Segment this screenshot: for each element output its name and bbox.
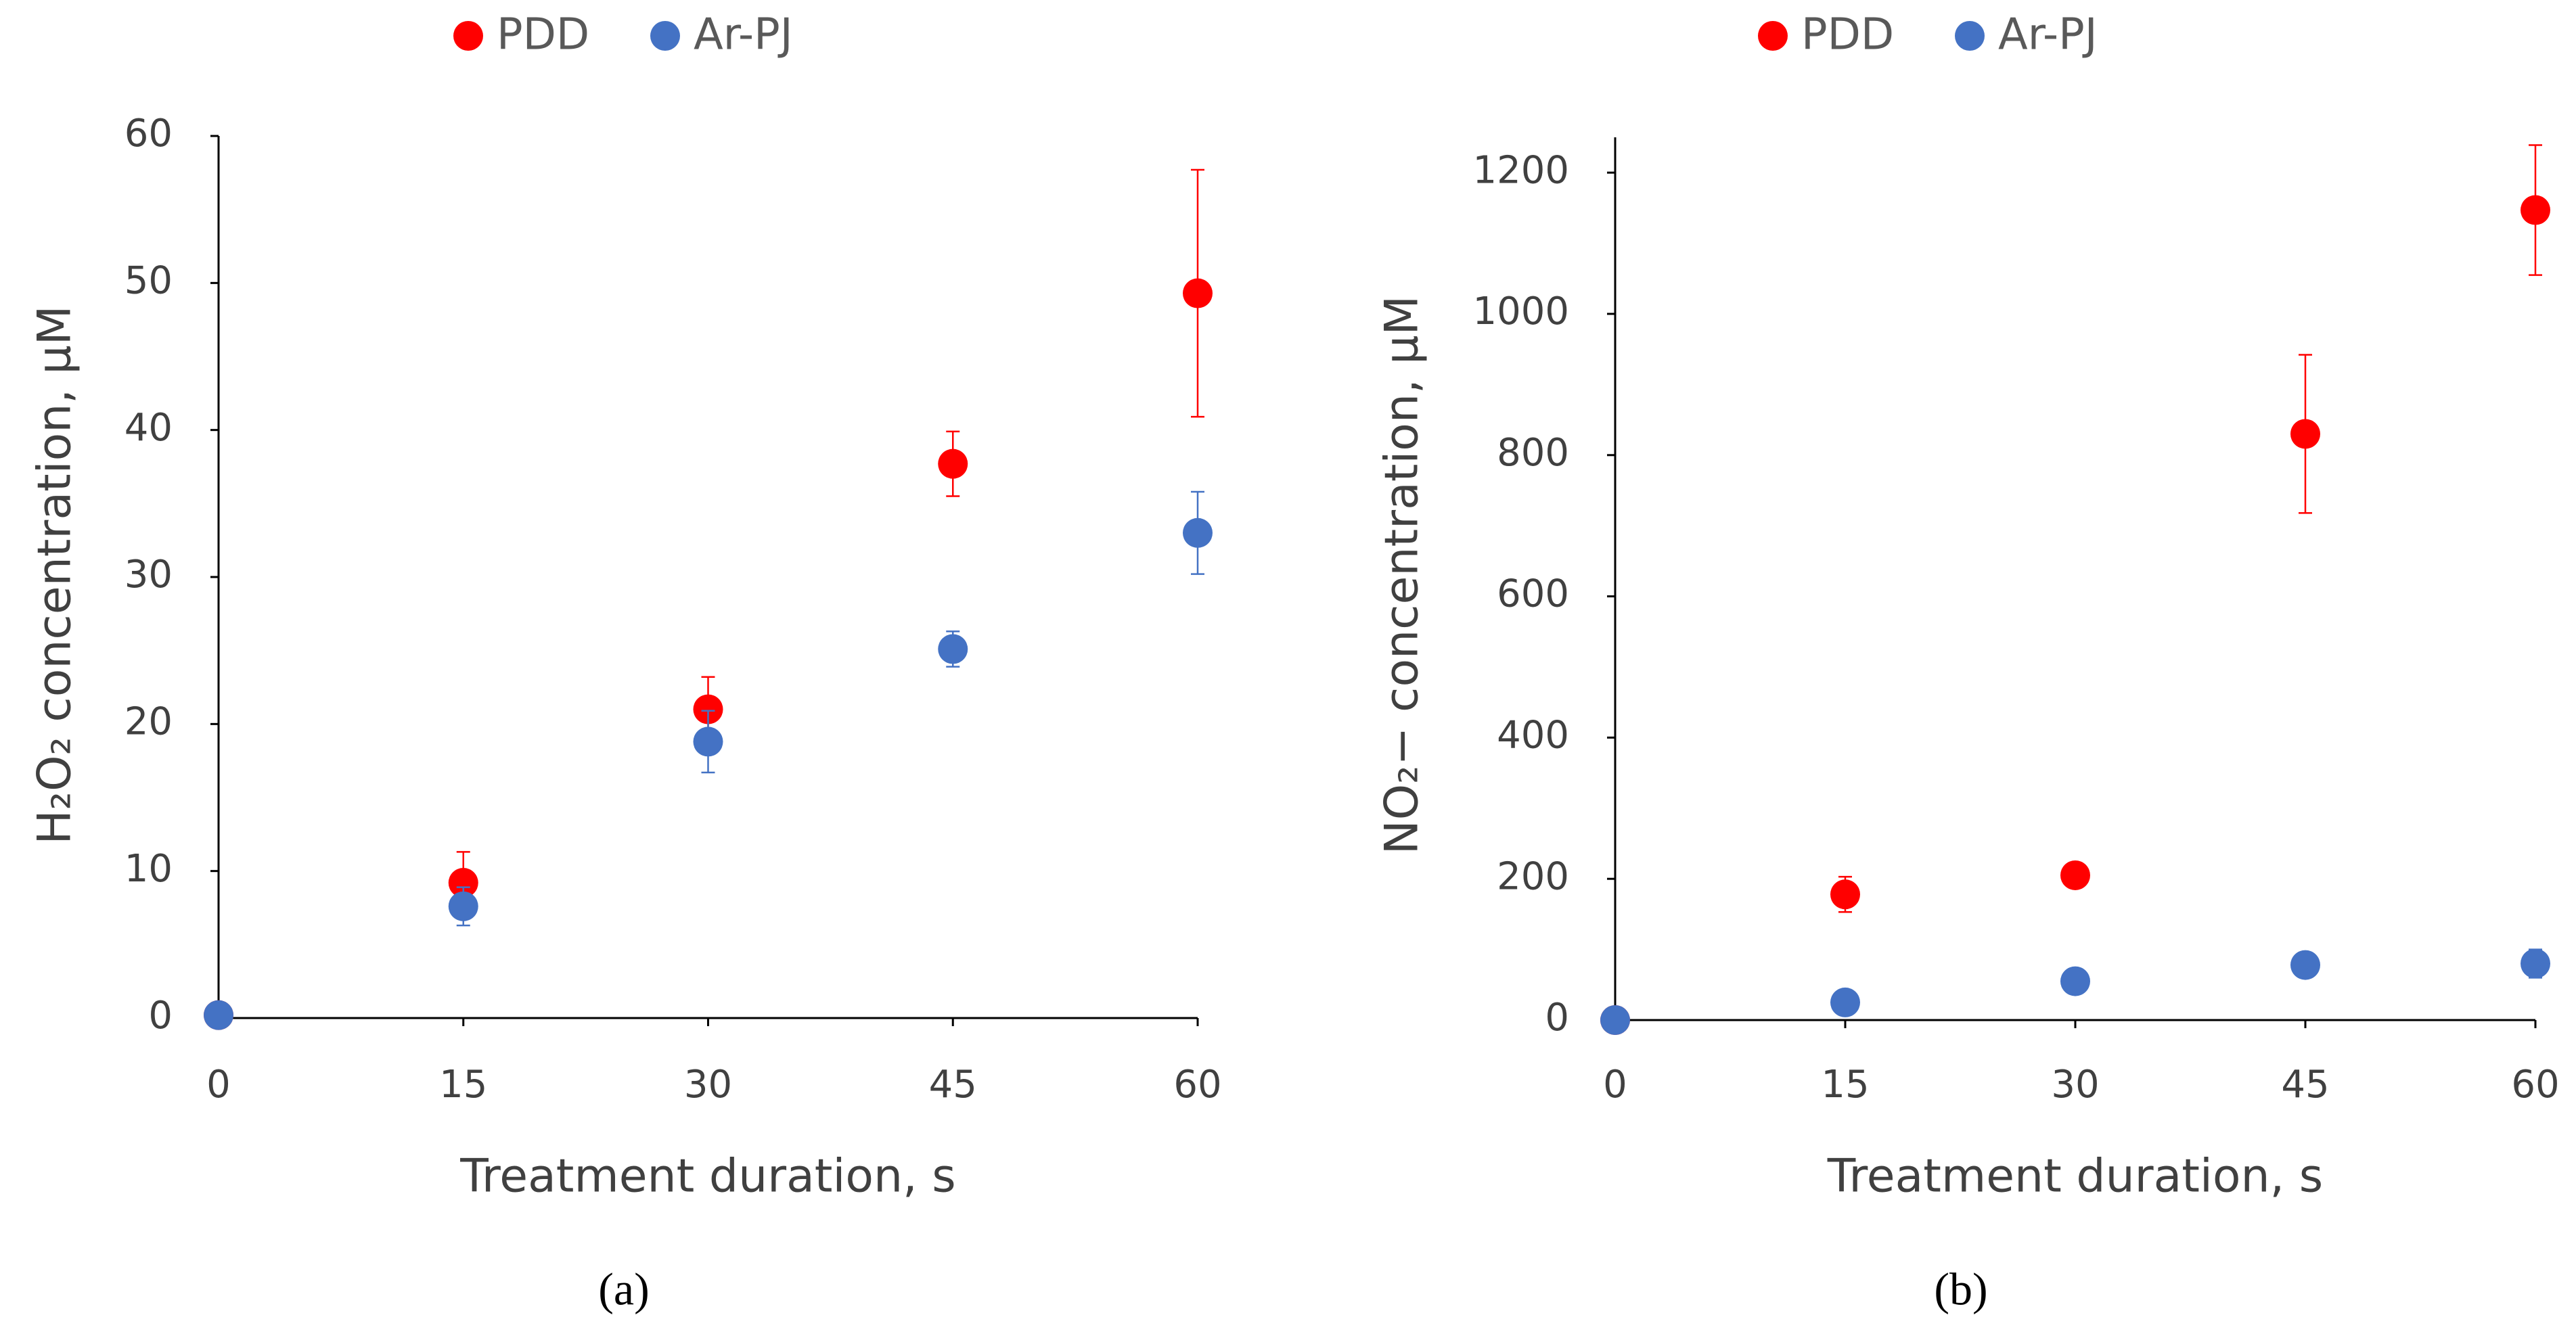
x-tick-label: 0 — [206, 1063, 231, 1107]
x-tick-label: 45 — [929, 1063, 977, 1107]
marker — [938, 448, 968, 479]
y-tick-label: 30 — [125, 553, 173, 597]
y-tick-label: 1200 — [1472, 148, 1569, 192]
y-tick-label: 1000 — [1472, 290, 1569, 333]
marker — [1830, 987, 1860, 1017]
marker — [1830, 879, 1860, 910]
y-tick-label: 10 — [125, 847, 173, 891]
y-tick-label: 50 — [125, 258, 173, 302]
y-tick-label: 0 — [148, 994, 173, 1038]
y-tick-label: 0 — [1545, 996, 1569, 1040]
marker — [2060, 966, 2090, 996]
x-tick-label: 15 — [1821, 1063, 1869, 1107]
x-tick-label: 30 — [684, 1063, 732, 1107]
x-tick-label: 45 — [2281, 1063, 2329, 1107]
marker — [2521, 948, 2550, 979]
x-axis-title: Treatment duration, s — [459, 1150, 955, 1203]
marker — [693, 726, 723, 757]
marker — [2290, 950, 2320, 980]
y-tick-label: 40 — [125, 406, 173, 450]
marker — [448, 891, 478, 921]
y-tick-label: 400 — [1497, 714, 1569, 758]
marker — [938, 634, 968, 664]
marker — [1600, 1005, 1630, 1035]
legend-marker — [453, 21, 483, 51]
legend-label: PDD — [497, 10, 589, 60]
legend-marker — [650, 21, 680, 51]
legend-label: Ar-PJ — [694, 10, 793, 60]
x-tick-label: 60 — [2511, 1063, 2559, 1107]
legend-label: PDD — [1801, 10, 1894, 60]
x-tick-label: 60 — [1173, 1063, 1221, 1107]
marker — [1183, 278, 1213, 308]
legend-label: Ar-PJ — [1998, 10, 2098, 60]
y-tick-label: 20 — [125, 699, 173, 743]
y-axis-title: NO₂− concentration, μM — [1376, 296, 1429, 854]
y-tick-label: 60 — [125, 112, 173, 156]
y-axis-title: H₂O₂ concentration, μM — [28, 306, 82, 845]
marker — [204, 1000, 233, 1030]
x-tick-label: 15 — [439, 1063, 487, 1107]
y-tick-label: 600 — [1497, 572, 1569, 616]
marker — [2521, 195, 2550, 225]
panel-label: (a) — [598, 1264, 649, 1315]
marker — [2290, 419, 2320, 449]
x-tick-label: 0 — [1603, 1063, 1627, 1107]
x-axis-title: Treatment duration, s — [1827, 1150, 2323, 1203]
marker — [2060, 860, 2090, 890]
legend-marker — [1955, 21, 1985, 51]
marker — [1183, 517, 1213, 548]
x-tick-label: 30 — [2051, 1063, 2099, 1107]
panel-label: (b) — [1934, 1264, 1987, 1315]
y-tick-label: 800 — [1497, 431, 1569, 475]
marker — [693, 694, 723, 724]
legend-marker — [1758, 21, 1788, 51]
marker — [448, 868, 478, 898]
y-tick-label: 200 — [1497, 854, 1569, 898]
